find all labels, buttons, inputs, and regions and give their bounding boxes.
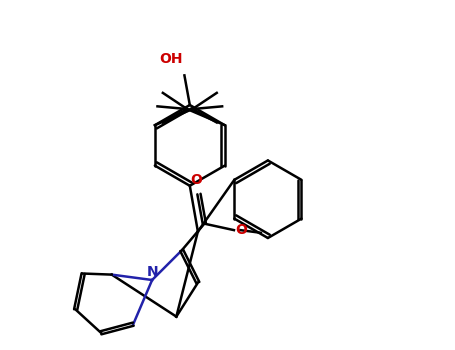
- Text: OH: OH: [159, 52, 183, 66]
- Text: O: O: [190, 173, 202, 187]
- Text: N: N: [147, 265, 158, 279]
- Text: O: O: [235, 223, 247, 237]
